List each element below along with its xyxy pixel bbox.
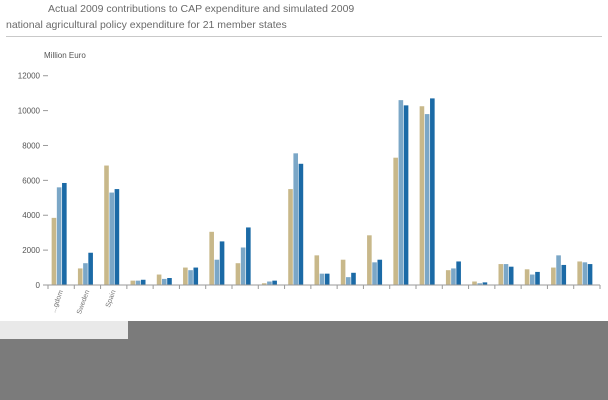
bar: [482, 282, 488, 285]
bar: [130, 280, 136, 285]
bar: [582, 262, 588, 285]
bar: [240, 247, 246, 285]
bar: [508, 266, 514, 285]
bar: [156, 274, 162, 285]
bar: [351, 272, 356, 285]
category-labels: ...gdom Sweden Spain: [50, 289, 117, 315]
y-tick-label: 0: [36, 281, 41, 290]
bar: [345, 277, 351, 285]
bar: [498, 264, 504, 285]
bar: [288, 189, 293, 285]
bar: [62, 182, 67, 285]
bar: [135, 280, 141, 285]
bar: [424, 114, 430, 285]
y-axis-unit-label: Million Euro: [44, 51, 86, 60]
bar: [393, 157, 398, 285]
bar: [56, 187, 62, 285]
bar: [503, 264, 509, 285]
bar: [587, 264, 593, 285]
bar: [214, 259, 220, 285]
bar: [556, 255, 561, 285]
chart-title-line-1: Actual 2009 contributions to CAP expendi…: [48, 3, 355, 15]
bar: [140, 279, 146, 285]
bar: [477, 283, 483, 285]
bar-series: [51, 98, 593, 286]
bar: [209, 231, 214, 285]
bar: [272, 280, 277, 285]
bar: [104, 165, 109, 285]
bar: [451, 268, 456, 285]
y-axis-ticks: 0 2000 4000 6000 8000 10000 12000: [18, 72, 48, 290]
bar: [183, 267, 188, 285]
bar: [88, 252, 93, 285]
bar: [114, 189, 120, 285]
bar: [377, 259, 383, 285]
x-category-label: ...gdom: [50, 289, 65, 313]
bar: [109, 192, 115, 285]
y-tick-label: 8000: [22, 141, 40, 150]
chart-title-line-2: national agricultural policy expenditure…: [6, 19, 287, 31]
bar: [83, 263, 88, 285]
bar: [419, 106, 425, 286]
bar: [161, 278, 167, 285]
x-axis-ticks: [47, 285, 601, 289]
bar: [561, 264, 567, 285]
bar: [472, 281, 477, 285]
bar: [261, 283, 267, 285]
x-category-label: Sweden: [76, 289, 91, 315]
bar: [235, 263, 241, 285]
bar: [246, 227, 251, 285]
bar: [403, 105, 409, 286]
bar: [193, 267, 199, 285]
bar: [398, 100, 404, 285]
title-divider: [6, 36, 602, 37]
bar: [367, 235, 372, 285]
bar: [298, 163, 304, 285]
y-tick-label: 2000: [22, 246, 40, 255]
bar: [372, 262, 377, 285]
y-tick-label: 6000: [22, 176, 40, 185]
bar: [314, 255, 320, 285]
bar: [293, 153, 299, 285]
bar: [577, 261, 582, 285]
bar: [535, 271, 540, 285]
bar: [188, 270, 193, 285]
bar: [77, 268, 83, 285]
bar: [340, 259, 346, 285]
bar: [319, 273, 325, 285]
x-category-label: Spain: [105, 289, 118, 308]
bar: [324, 273, 330, 285]
bar: [167, 278, 172, 285]
y-tick-label: 4000: [22, 211, 40, 220]
bar: [551, 267, 556, 285]
bar: [267, 281, 272, 285]
y-tick-label: 10000: [18, 107, 41, 116]
y-tick-label: 12000: [18, 72, 41, 81]
light-occlusion-strip: [0, 321, 128, 339]
bar: [219, 241, 225, 285]
bar: [529, 274, 535, 285]
bar: [430, 98, 435, 285]
bar: [51, 217, 57, 285]
bar: [524, 269, 530, 285]
bar: [445, 270, 451, 285]
bar: [456, 261, 461, 285]
